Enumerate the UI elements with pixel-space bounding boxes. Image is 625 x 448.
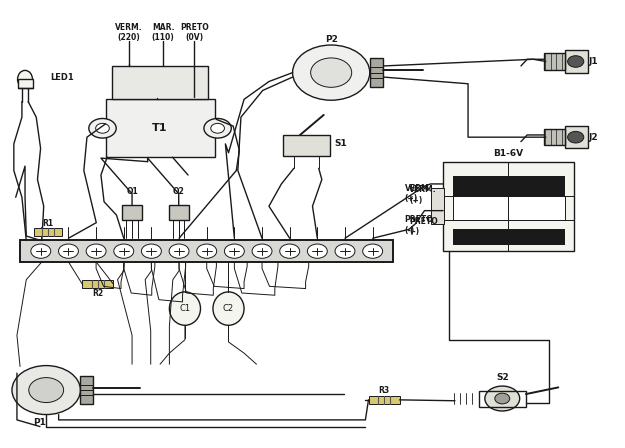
Circle shape xyxy=(169,244,189,258)
Bar xyxy=(106,99,214,157)
Text: VERM.
(+): VERM. (+) xyxy=(409,185,437,205)
Bar xyxy=(112,66,208,99)
Bar xyxy=(369,396,399,404)
Text: R3: R3 xyxy=(379,386,389,395)
Circle shape xyxy=(224,244,244,258)
Text: PRETO
(-): PRETO (-) xyxy=(404,215,433,235)
Circle shape xyxy=(31,244,51,258)
Circle shape xyxy=(362,244,382,258)
Bar xyxy=(479,391,526,406)
Bar xyxy=(452,229,564,246)
Text: PRETO
(-): PRETO (-) xyxy=(409,216,437,236)
Text: C2: C2 xyxy=(223,304,234,313)
Text: MAR.
(110): MAR. (110) xyxy=(152,23,174,42)
Bar xyxy=(452,176,564,195)
Circle shape xyxy=(204,118,231,138)
Bar xyxy=(20,241,393,262)
Bar xyxy=(443,162,574,251)
Text: P1: P1 xyxy=(34,418,46,426)
Text: O2: O2 xyxy=(173,187,184,196)
Circle shape xyxy=(29,378,64,403)
Bar xyxy=(370,58,383,87)
Bar xyxy=(544,53,564,69)
Bar xyxy=(122,205,142,220)
Circle shape xyxy=(485,386,520,411)
Circle shape xyxy=(86,244,106,258)
Bar xyxy=(431,188,444,224)
Text: R1: R1 xyxy=(42,219,54,228)
Circle shape xyxy=(335,244,355,258)
Text: C1: C1 xyxy=(179,304,191,313)
Text: J2: J2 xyxy=(589,133,599,142)
Bar xyxy=(544,129,564,145)
Bar xyxy=(169,205,189,220)
Text: S1: S1 xyxy=(334,139,347,148)
Circle shape xyxy=(311,58,352,87)
Bar xyxy=(18,79,32,88)
Ellipse shape xyxy=(169,292,201,325)
Text: J1: J1 xyxy=(589,57,599,66)
Text: PRETO
(0V): PRETO (0V) xyxy=(180,23,209,42)
Text: O1: O1 xyxy=(126,187,138,196)
Bar xyxy=(82,280,113,288)
Bar xyxy=(564,50,588,73)
Bar xyxy=(452,195,564,220)
Circle shape xyxy=(59,244,78,258)
Circle shape xyxy=(568,56,584,67)
Ellipse shape xyxy=(213,292,244,325)
Text: S2: S2 xyxy=(496,373,509,382)
Circle shape xyxy=(89,118,116,138)
Ellipse shape xyxy=(18,70,32,88)
Circle shape xyxy=(292,45,370,100)
Circle shape xyxy=(141,244,161,258)
Text: T1: T1 xyxy=(152,123,168,133)
Bar xyxy=(564,126,588,148)
Text: VERM.
(220): VERM. (220) xyxy=(115,23,142,42)
Circle shape xyxy=(308,244,328,258)
Circle shape xyxy=(495,393,510,404)
Text: R2: R2 xyxy=(92,289,103,298)
Bar xyxy=(81,376,93,404)
Bar xyxy=(34,228,62,236)
Text: P2: P2 xyxy=(325,35,338,44)
Circle shape xyxy=(114,244,134,258)
Circle shape xyxy=(211,123,224,133)
Text: LED1: LED1 xyxy=(50,73,74,82)
Text: B1-6V: B1-6V xyxy=(494,149,524,158)
Circle shape xyxy=(197,244,217,258)
Circle shape xyxy=(280,244,299,258)
Text: VERM.
(+): VERM. (+) xyxy=(404,184,432,203)
Circle shape xyxy=(252,244,272,258)
Circle shape xyxy=(96,123,109,133)
Circle shape xyxy=(12,366,81,414)
Bar xyxy=(282,135,330,156)
Circle shape xyxy=(568,131,584,143)
